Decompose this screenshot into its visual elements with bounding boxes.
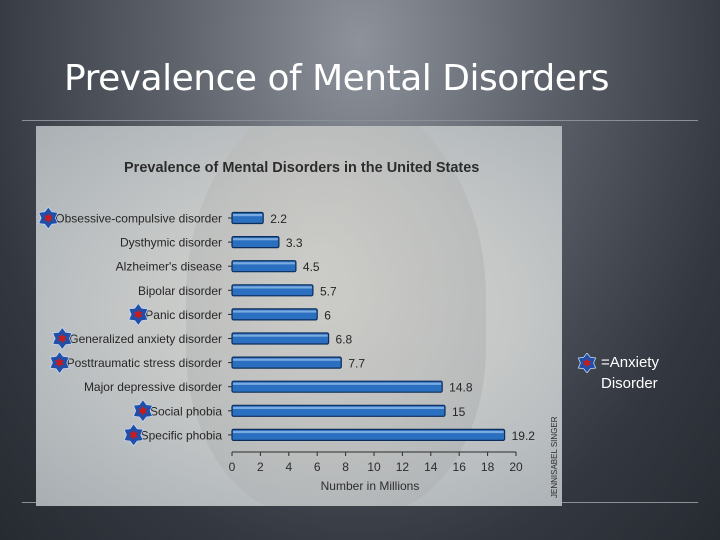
- legend-label: =Anxiety Disorder: [601, 352, 659, 394]
- legend-label-line-1: =Anxiety: [601, 354, 659, 371]
- chart-title: Prevalence of Mental Disorders in the Un…: [124, 160, 479, 176]
- category-label: Alzheimer's disease: [116, 260, 223, 274]
- anxiety-star-icon: [38, 206, 59, 230]
- x-tick-label: 10: [367, 460, 381, 474]
- bar-highlight: [233, 310, 317, 313]
- x-tick-label: 2: [257, 460, 264, 474]
- x-tick-label: 18: [481, 460, 495, 474]
- anxiety-star-icon: [52, 326, 73, 351]
- bar-highlight: [233, 358, 341, 361]
- value-label: 4.5: [303, 260, 320, 274]
- x-axis-label: Number in Millions: [321, 479, 420, 493]
- category-label: Posttraumatic stress disorder: [67, 356, 222, 370]
- photo-credit: JENNISABEL SINGER: [550, 416, 559, 498]
- x-tick-label: 12: [396, 460, 410, 474]
- x-tick-label: 14: [424, 460, 438, 474]
- category-label: Major depressive disorder: [84, 380, 222, 394]
- x-tick-label: 8: [342, 460, 349, 474]
- x-tick-label: 6: [314, 460, 321, 474]
- x-tick-label: 20: [509, 460, 523, 474]
- anxiety-star-icon: [49, 350, 70, 375]
- chart-panel: Prevalence of Mental Disorders in the Un…: [36, 126, 562, 506]
- bar-chart: Prevalence of Mental Disorders in the Un…: [38, 160, 559, 498]
- value-label: 14.8: [449, 381, 473, 395]
- x-tick-label: 4: [285, 460, 292, 474]
- bar-highlight: [233, 214, 263, 217]
- value-label: 15: [452, 405, 466, 419]
- title-divider: [22, 120, 698, 121]
- x-tick-label: 0: [229, 460, 236, 474]
- anxiety-star-icon: [132, 399, 154, 423]
- category-label: Specific phobia: [141, 428, 223, 442]
- category-label: Panic disorder: [145, 308, 222, 322]
- anxiety-star-icon: [128, 302, 149, 327]
- category-label: Generalized anxiety disorder: [69, 332, 222, 346]
- value-label: 6.8: [336, 333, 353, 347]
- value-label: 6: [324, 308, 331, 322]
- value-label: 2.2: [270, 212, 287, 226]
- x-tick-label: 16: [453, 460, 467, 474]
- category-label: Social phobia: [150, 404, 222, 418]
- value-label: 7.7: [348, 357, 365, 371]
- bar-highlight: [233, 382, 442, 385]
- bar-highlight: [233, 406, 444, 409]
- bar-highlight: [233, 262, 295, 265]
- bar-highlight: [233, 238, 278, 241]
- bar-highlight: [233, 334, 328, 337]
- value-label: 5.7: [320, 284, 337, 298]
- category-label: Dysthymic disorder: [120, 236, 222, 250]
- bar-highlight: [233, 430, 504, 434]
- star-icon: [577, 353, 597, 373]
- bar-highlight: [233, 286, 312, 289]
- value-label: 19.2: [512, 429, 536, 443]
- value-label: 3.3: [286, 236, 303, 250]
- slide-title: Prevalence of Mental Disorders: [64, 58, 609, 99]
- category-label: Obsessive-compulsive disorder: [55, 212, 222, 226]
- anxiety-star-icon: [123, 423, 144, 447]
- category-label: Bipolar disorder: [138, 284, 222, 298]
- legend-label-line-2: Disorder: [601, 375, 658, 392]
